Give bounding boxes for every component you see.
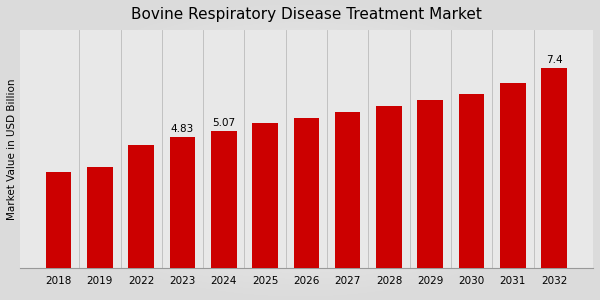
Bar [128,145,154,268]
Bar [335,112,361,268]
Bar [376,106,402,268]
Bar [46,172,71,268]
Bar [87,167,113,268]
Bar [170,137,195,268]
Text: 5.07: 5.07 [212,118,235,128]
Bar [541,68,567,268]
Title: Bovine Respiratory Disease Treatment Market: Bovine Respiratory Disease Treatment Mar… [131,7,482,22]
Bar [418,100,443,268]
Bar [252,123,278,268]
Y-axis label: Market Value in USD Billion: Market Value in USD Billion [7,78,17,220]
Bar [293,118,319,268]
Bar [459,94,484,268]
Text: 4.83: 4.83 [171,124,194,134]
Text: 7.4: 7.4 [546,55,563,65]
Bar [211,131,236,268]
Bar [500,83,526,268]
